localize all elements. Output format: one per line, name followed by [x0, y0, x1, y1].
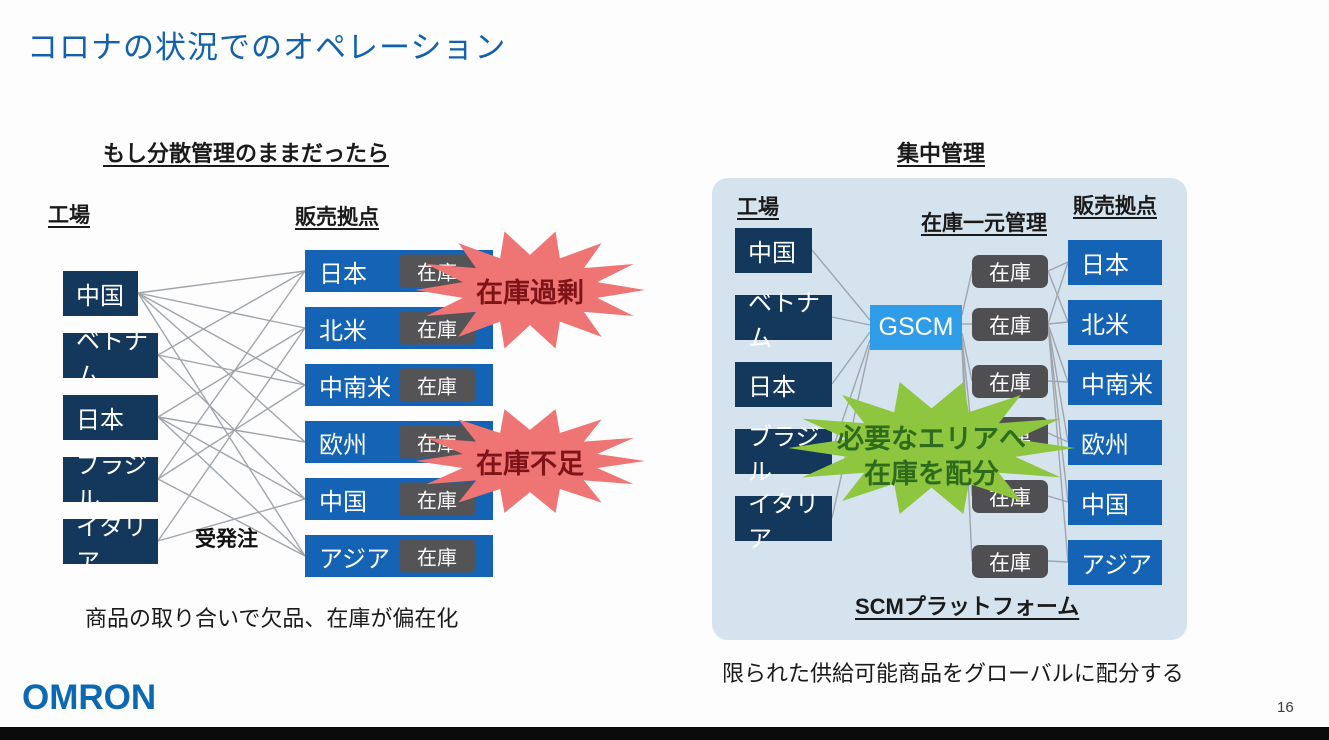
right-sales-label: 販売拠点 — [1073, 195, 1157, 218]
allocate-line-2: 在庫を配分 — [864, 459, 999, 489]
sales-base-label: 欧州 — [319, 431, 367, 459]
sales-base-label: 中南米 — [1081, 372, 1153, 399]
factory-box: 中国 — [735, 228, 812, 273]
left-factory-label: 工場 — [48, 204, 90, 227]
sales-base-box: 日本 — [1068, 240, 1162, 285]
letterbox-bar — [0, 727, 1329, 740]
sales-base-box: アジア 在庫 — [305, 535, 493, 577]
right-factory-label: 工場 — [737, 196, 779, 219]
allocate-inventory-text: 必要なエリアへ 在庫を配分 — [837, 422, 1026, 492]
inventory-chip: 在庫 — [399, 539, 475, 573]
sales-base-label: 中南米 — [319, 374, 391, 402]
order-placement-label: 受発注 — [195, 528, 258, 551]
right-sales-list: 日本 北米 中南米 欧州 中国 アジア — [1068, 240, 1162, 585]
inventory-hub-box: 在庫 — [972, 545, 1048, 578]
factory-label: 中国 — [76, 283, 124, 310]
gscm-box: GSCM — [870, 305, 962, 350]
factory-label: イタリア — [748, 490, 820, 553]
sales-base-label: 北米 — [1081, 312, 1129, 339]
sales-base-label: 中国 — [1081, 492, 1129, 519]
right-inventory-management-label: 在庫一元管理 — [921, 212, 1047, 235]
factory-label: イタリア — [76, 513, 148, 576]
sales-base-box: 中国 — [1068, 480, 1162, 525]
sales-base-box: アジア — [1068, 540, 1162, 585]
sales-base-box: 欧州 — [1068, 420, 1162, 465]
sales-base-box: 北米 在庫 — [305, 307, 493, 349]
factory-label: ベトナム — [76, 327, 148, 390]
allocate-line-1: 必要なエリアへ — [837, 424, 1026, 454]
factory-label: 日本 — [748, 374, 796, 401]
factory-box: ブラジル — [63, 452, 158, 514]
page-number: 16 — [1277, 699, 1294, 716]
allocate-inventory-burst: 必要なエリアへ 在庫を配分 — [788, 378, 1075, 518]
sales-base-label: 日本 — [319, 260, 367, 288]
inventory-hub-box: 在庫 — [972, 255, 1048, 288]
factory-box: 日本 — [63, 395, 158, 440]
inventory-excess-burst: 在庫過剰 — [415, 228, 645, 352]
inventory-chip: 在庫 — [399, 368, 475, 402]
factory-box: イタリア — [735, 491, 832, 553]
scm-platform-label: SCMプラットフォーム — [855, 594, 1080, 619]
inventory-chip: 在庫 — [399, 311, 475, 345]
factory-label: 中国 — [748, 240, 796, 267]
inventory-hub-box: 在庫 — [972, 308, 1048, 341]
factory-label: ベトナム — [748, 289, 820, 352]
right-heading: 集中管理 — [897, 141, 986, 166]
factory-box: ベトナム — [735, 290, 832, 352]
factory-box: イタリア — [63, 514, 158, 576]
sales-base-label: 中国 — [319, 488, 367, 516]
left-caption: 商品の取り合いで欠品、在庫が偏在化 — [85, 606, 459, 631]
factory-box: ベトナム — [63, 328, 158, 390]
factory-box: 日本 — [735, 362, 832, 407]
factory-box: 中国 — [63, 271, 138, 316]
omron-logo: OMRON — [22, 678, 157, 717]
inventory-hub-box: 在庫 — [972, 365, 1048, 398]
sales-base-label: 欧州 — [1081, 432, 1129, 459]
inventory-shortage-text: 在庫不足 — [476, 448, 584, 479]
factory-label: ブラジル — [76, 451, 148, 514]
sales-base-box: 北米 — [1068, 300, 1162, 345]
factory-label: 日本 — [76, 407, 124, 434]
sales-base-box: 中南米 — [1068, 360, 1162, 405]
inventory-shortage-burst: 在庫不足 — [415, 406, 645, 516]
sales-base-label: 北米 — [319, 317, 367, 345]
sales-base-label: アジア — [319, 545, 391, 573]
slide-title: コロナの状況でのオペレーション — [27, 30, 507, 65]
left-sales-label: 販売拠点 — [295, 206, 379, 229]
left-heading: もし分散管理のままだったら — [103, 141, 390, 166]
inventory-excess-text: 在庫過剰 — [476, 277, 584, 308]
sales-base-box: 中南米 在庫 — [305, 364, 493, 406]
right-caption: 限られた供給可能商品をグローバルに配分する — [722, 661, 1184, 686]
left-factories-list: 中国 ベトナム 日本 ブラジル イタリア — [63, 271, 158, 576]
sales-base-label: アジア — [1081, 552, 1153, 579]
right-factories-list: 中国 ベトナム 日本 ブラジル イタリア — [735, 228, 832, 553]
sales-base-label: 日本 — [1081, 252, 1129, 279]
inventory-chip: 在庫 — [399, 482, 475, 516]
